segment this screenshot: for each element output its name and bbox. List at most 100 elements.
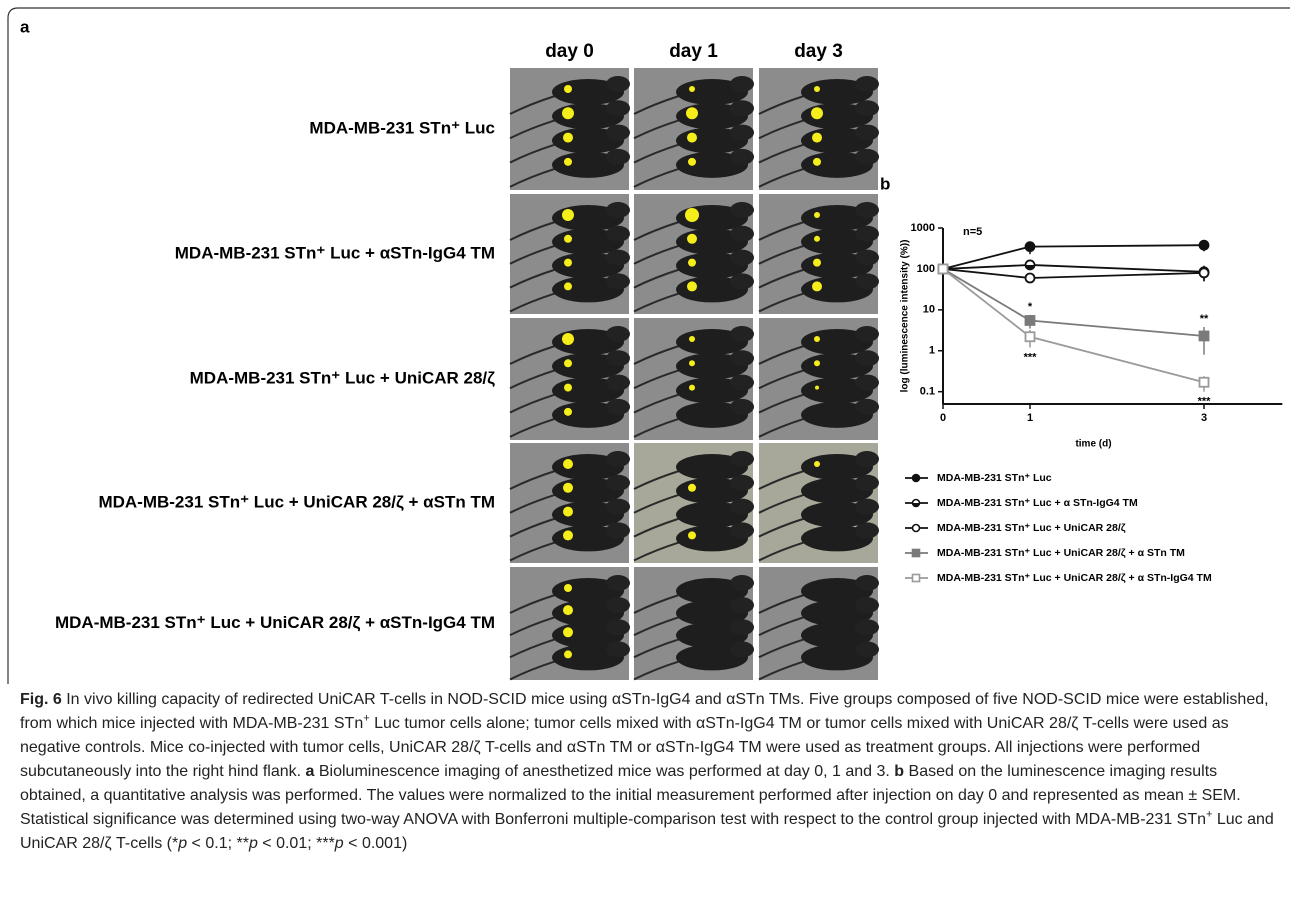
fig-label: Fig. 6: [20, 691, 62, 708]
column-header: day 1: [669, 41, 718, 62]
series-line: [943, 269, 1204, 382]
y-tick-label: 100: [917, 263, 935, 275]
mouse-head: [855, 399, 879, 415]
mouse-head: [855, 250, 879, 266]
panel-label: a: [20, 17, 30, 36]
mouse-head: [606, 226, 630, 242]
legend-label: MDA-MB-231 STn⁺ Luc + UniCAR 28/ζ + α ST…: [937, 547, 1185, 559]
luminescence: [812, 133, 822, 143]
luminescence: [563, 507, 573, 517]
caption-text: Bioluminescence imaging of anesthetized …: [314, 763, 894, 780]
mouse-image: [634, 68, 754, 190]
mouse-head: [730, 202, 754, 218]
luminescence: [815, 386, 819, 390]
mouse-head: [855, 350, 879, 366]
mouse-head: [606, 451, 630, 467]
mouse-head: [606, 375, 630, 391]
legend-marker: [913, 500, 920, 507]
page: a day 0day 1day 3MDA-MB-231 STn⁺ LucMDA-…: [0, 0, 1290, 910]
mouse-head: [606, 100, 630, 116]
legend-symbol: [913, 550, 920, 557]
mouse-image: [510, 567, 630, 680]
luminescence: [814, 86, 820, 92]
mouse-head: [730, 597, 754, 613]
legend-label: MDA-MB-231 STn⁺ Luc + α STn-IgG4 TM: [937, 497, 1138, 509]
luminescence: [687, 234, 697, 244]
mouse-head: [730, 399, 754, 415]
legend-label: MDA-MB-231 STn⁺ Luc + UniCAR 28/ζ + α ST…: [937, 572, 1212, 584]
luminescence: [564, 158, 572, 166]
marker: [1200, 268, 1209, 277]
row-label: MDA-MB-231 STn⁺ Luc + UniCAR 28/ζ: [190, 368, 496, 387]
mouse-image: [510, 68, 630, 190]
p-symbol: p: [178, 835, 187, 852]
luminescence: [564, 650, 572, 658]
legend-marker: [913, 475, 920, 482]
caption-text: < 0.001): [344, 835, 408, 852]
luminescence: [562, 333, 574, 345]
luminescence: [812, 281, 822, 291]
mouse-head: [606, 522, 630, 538]
mouse-head: [606, 575, 630, 591]
luminescence: [563, 605, 573, 615]
y-tick-label: 10: [923, 304, 935, 316]
legend-symbol: [913, 525, 920, 532]
mouse-head: [606, 326, 630, 342]
luminescence: [814, 212, 820, 218]
y-tick-label: 0.1: [920, 386, 935, 398]
mouse-head: [730, 499, 754, 515]
y-axis-label: log (luminescence intensity (%)): [900, 240, 911, 393]
mouse-head: [730, 76, 754, 92]
mouse-head: [606, 350, 630, 366]
annotation: n=5: [963, 226, 982, 238]
mouse-head: [855, 226, 879, 242]
series-line: [943, 265, 1204, 272]
marker: [939, 264, 948, 273]
marker: [1200, 241, 1209, 250]
luminescence: [814, 336, 820, 342]
legend-marker: [913, 525, 920, 532]
luminescence: [562, 209, 574, 221]
column-header: day 0: [545, 41, 594, 62]
mouse-head: [730, 273, 754, 289]
mouse-image: [510, 443, 630, 563]
mouse-head: [730, 149, 754, 165]
luminescence: [687, 133, 697, 143]
mouse-image: [634, 443, 754, 563]
luminescence: [814, 461, 820, 467]
mouse-head: [730, 125, 754, 141]
row-label: MDA-MB-231 STn⁺ Luc: [309, 118, 495, 137]
mouse-head: [730, 250, 754, 266]
marker: [1026, 316, 1035, 325]
luminescence: [686, 107, 698, 119]
mouse-head: [855, 100, 879, 116]
luminescence: [562, 107, 574, 119]
mouse-head: [855, 619, 879, 635]
luminescence: [564, 584, 572, 592]
luminescence: [689, 336, 695, 342]
legend-marker: [913, 575, 920, 582]
luminescence: [688, 158, 696, 166]
mouse-image: [759, 567, 879, 680]
mouse-head: [855, 202, 879, 218]
mouse-head: [606, 149, 630, 165]
mouse-head: [855, 149, 879, 165]
mouse-head: [855, 125, 879, 141]
mouse-image: [759, 68, 879, 190]
legend-symbol: [913, 575, 920, 582]
luminescence: [688, 259, 696, 267]
mouse-head: [855, 499, 879, 515]
mouse-head: [730, 522, 754, 538]
caption-text: < 0.01; ***: [258, 835, 335, 852]
luminescence: [687, 281, 697, 291]
significance: ***: [1024, 351, 1038, 363]
x-tick-label: 1: [1027, 412, 1033, 424]
luminescence: [564, 85, 572, 93]
luminescence: [563, 483, 573, 493]
luminescence: [814, 360, 820, 366]
marker: [1026, 273, 1035, 282]
row-label: MDA-MB-231 STn⁺ Luc + UniCAR 28/ζ + αSTn…: [55, 613, 495, 632]
luminescence: [563, 459, 573, 469]
luminescence: [689, 86, 695, 92]
